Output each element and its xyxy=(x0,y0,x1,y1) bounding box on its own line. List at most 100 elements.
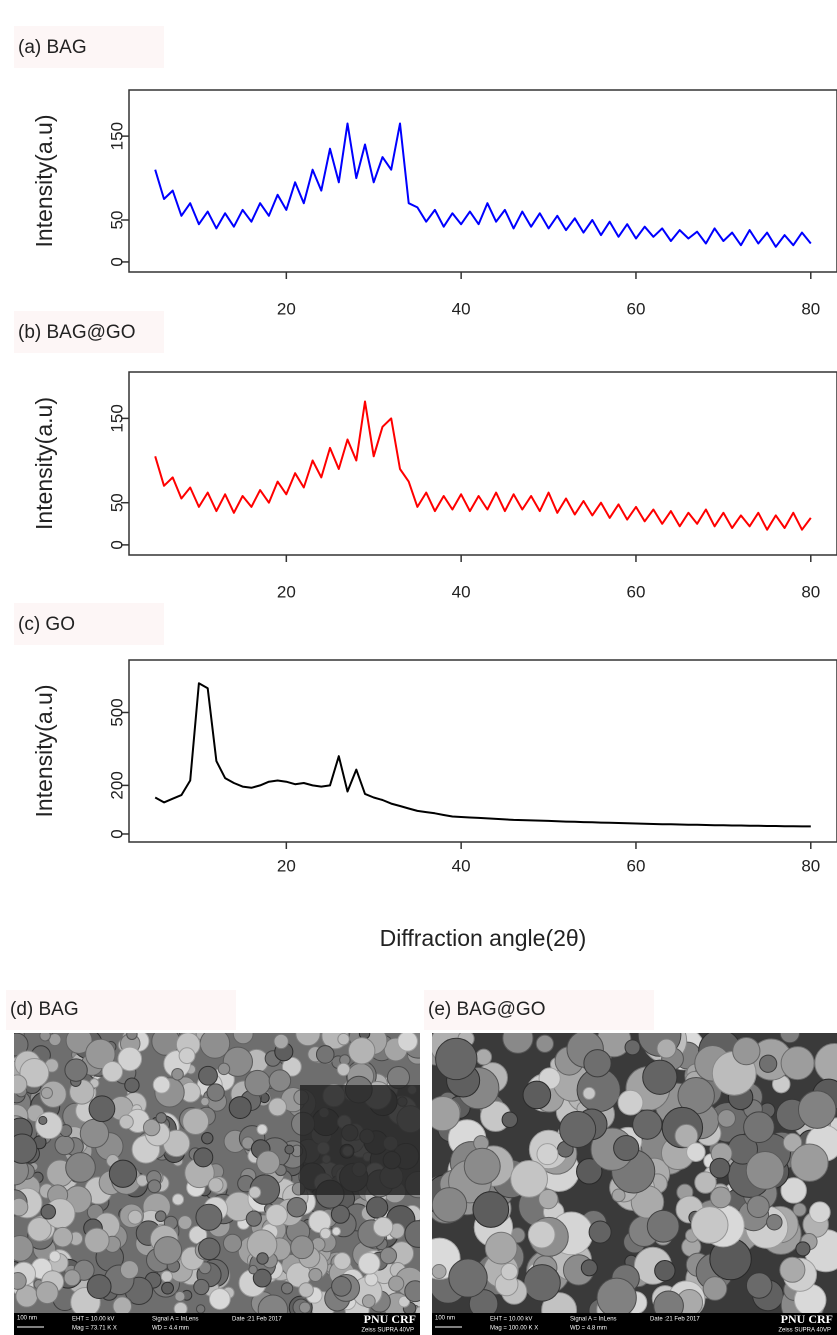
grain xyxy=(19,1057,50,1088)
grain xyxy=(177,1215,193,1230)
grain xyxy=(613,1134,640,1162)
grain xyxy=(357,1252,381,1275)
grain xyxy=(766,1213,783,1231)
info-brand: PNU CRF xyxy=(364,1312,416,1326)
y-axis-label: Intensity(a.u) xyxy=(31,115,57,248)
scale-bar-label: 100 nm xyxy=(435,1316,455,1322)
grain xyxy=(596,1277,637,1313)
grain xyxy=(331,1226,341,1236)
info-wd: WD = 4.4 mm xyxy=(152,1326,189,1332)
y-tick-label: 500 xyxy=(107,698,126,726)
grain xyxy=(397,1033,418,1052)
grain xyxy=(308,1267,323,1282)
grain xyxy=(161,1281,174,1295)
x-tick-label: 40 xyxy=(452,299,471,318)
grain xyxy=(124,1077,140,1093)
grain xyxy=(348,1037,376,1065)
grain xyxy=(197,1237,221,1261)
grain xyxy=(101,1060,124,1083)
grain xyxy=(379,1247,398,1265)
grain xyxy=(743,1111,775,1144)
grain xyxy=(35,1111,63,1140)
title-bg xyxy=(424,990,654,1030)
grain xyxy=(147,1179,162,1194)
grain xyxy=(330,1204,350,1224)
grain xyxy=(319,1227,332,1240)
grain xyxy=(298,1282,314,1298)
grain xyxy=(171,1068,184,1081)
grain xyxy=(690,1206,729,1244)
grain xyxy=(257,1294,289,1313)
grain xyxy=(154,1210,167,1223)
grain xyxy=(222,1233,243,1253)
grain xyxy=(797,1090,837,1129)
grain xyxy=(54,1135,75,1156)
grain xyxy=(117,1046,143,1072)
x-axis-label: Diffraction angle(2θ) xyxy=(380,925,587,951)
grain xyxy=(745,1151,785,1190)
grain xyxy=(14,1271,27,1290)
grain xyxy=(448,1258,488,1298)
y-tick-label: 150 xyxy=(107,404,126,432)
image-label: (e) BAG@GO xyxy=(428,999,545,1020)
x-tick-label: 60 xyxy=(627,582,646,601)
grain xyxy=(152,1075,171,1094)
grain xyxy=(475,1048,493,1066)
title-bg xyxy=(14,603,164,645)
grain xyxy=(52,1226,74,1248)
plot-box xyxy=(128,89,837,273)
grain xyxy=(522,1080,552,1110)
info-eht: EHT = 10.00 kV xyxy=(490,1317,532,1323)
grain xyxy=(193,1278,210,1296)
grain xyxy=(510,1159,549,1198)
grain xyxy=(208,1288,231,1310)
grain xyxy=(65,1033,93,1054)
grain xyxy=(252,1268,272,1288)
grain xyxy=(646,1209,680,1243)
grain xyxy=(84,1227,110,1254)
grain xyxy=(64,1058,88,1082)
grain xyxy=(336,1062,351,1077)
grain xyxy=(63,1269,81,1287)
x-tick-label: 80 xyxy=(801,856,820,875)
grain xyxy=(65,1152,96,1183)
title-bg xyxy=(14,26,164,68)
sem-image xyxy=(432,1033,837,1313)
grain xyxy=(268,1097,287,1117)
grain xyxy=(88,1095,116,1123)
grain xyxy=(248,1264,258,1275)
grain xyxy=(388,1275,405,1292)
grain xyxy=(653,1290,684,1313)
grain xyxy=(27,1216,52,1242)
x-tick-label: 40 xyxy=(452,856,471,875)
grain xyxy=(286,1197,308,1218)
grain xyxy=(709,1186,732,1209)
info-mag: Mag = 73.71 K X xyxy=(72,1326,117,1332)
grain xyxy=(200,1096,210,1107)
grain xyxy=(142,1118,161,1137)
grain xyxy=(780,1177,807,1204)
grain xyxy=(559,1110,597,1148)
panel-title: (a) BAG xyxy=(18,37,87,58)
grain xyxy=(435,1037,478,1081)
y-tick-label: 50 xyxy=(107,493,126,512)
scale-bar-label: 100 nm xyxy=(17,1316,37,1322)
x-tick-label: 60 xyxy=(627,856,646,875)
grain xyxy=(155,1112,168,1124)
grain xyxy=(588,1220,612,1244)
info-mag: Mag = 100.00 K X xyxy=(490,1326,538,1332)
x-tick-label: 40 xyxy=(452,582,471,601)
xrd-line xyxy=(154,400,812,531)
grain xyxy=(779,1256,806,1283)
grain xyxy=(624,1039,641,1056)
grain xyxy=(173,1301,188,1313)
x-tick-label: 80 xyxy=(801,299,820,318)
grain xyxy=(232,1033,254,1045)
y-tick-label: 200 xyxy=(107,771,126,799)
grain xyxy=(674,1123,699,1148)
info-eht: EHT = 10.00 kV xyxy=(72,1317,114,1323)
grain xyxy=(432,1187,468,1223)
grain xyxy=(535,1034,554,1053)
info-bar xyxy=(14,1313,420,1335)
grain xyxy=(48,1250,61,1263)
